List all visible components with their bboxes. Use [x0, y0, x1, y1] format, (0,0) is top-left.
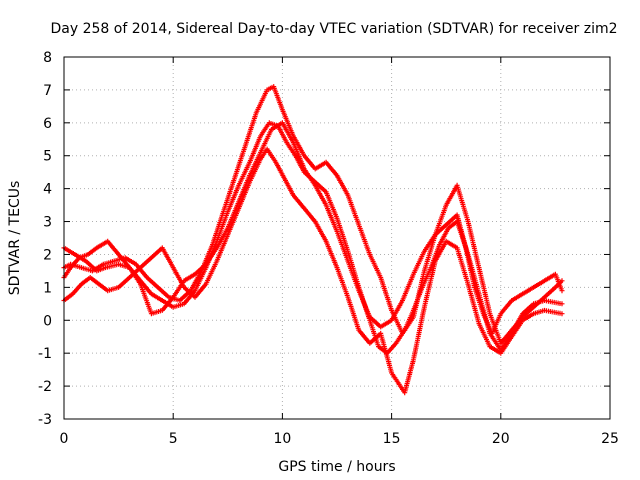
x-tick-label: 10: [273, 431, 291, 447]
y-tick-label: 5: [43, 149, 52, 165]
y-tick-label: 7: [43, 83, 52, 99]
y-tick-label: 8: [43, 50, 52, 66]
chart-title: Day 258 of 2014, Sidereal Day-to-day VTE…: [51, 21, 618, 37]
series-markers: [61, 84, 565, 346]
y-tick-label: 1: [43, 280, 52, 296]
y-tick-label: 3: [43, 215, 52, 231]
y-axis-label: SDTVAR / TECUs: [7, 181, 23, 296]
axis-ticks: 0 5 10 15 20 25 -3 -2 -1 0 1 2 3 4 5 6 7 8: [38, 50, 619, 447]
y-tick-label: -2: [38, 379, 52, 395]
y-tick-label: -3: [38, 412, 52, 428]
y-tick-label: -1: [38, 346, 52, 362]
grid: [64, 57, 610, 419]
y-tick-label: 0: [43, 313, 52, 329]
data-series: [61, 84, 565, 396]
x-axis-label: GPS time / hours: [278, 459, 395, 475]
y-tick-label: 4: [43, 182, 52, 198]
x-tick-label: 5: [169, 431, 178, 447]
x-tick-label: 0: [60, 431, 69, 447]
y-tick-label: 2: [43, 247, 52, 263]
x-tick-label: 15: [383, 431, 401, 447]
series-track-1: [61, 84, 565, 346]
plot-frame: [63, 56, 611, 420]
x-tick-label: 25: [601, 431, 619, 447]
y-tick-label: 6: [43, 116, 52, 132]
x-tick-label: 20: [492, 431, 510, 447]
